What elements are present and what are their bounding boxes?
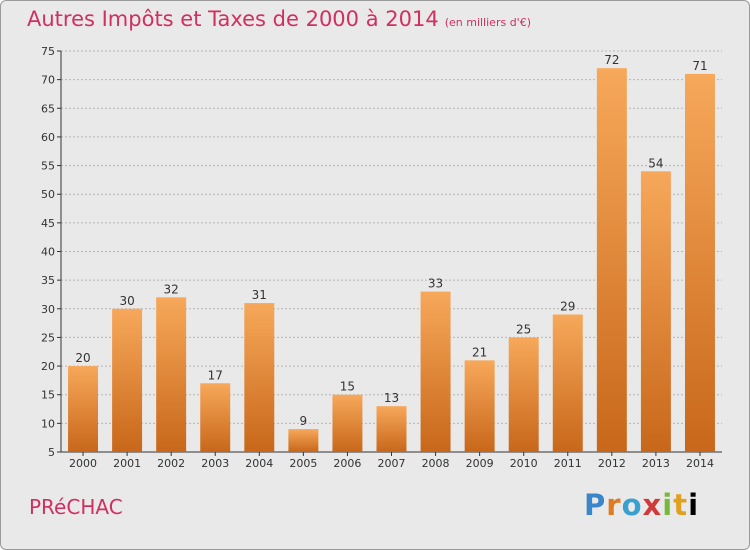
y-tick-label: 50 bbox=[41, 188, 55, 201]
bar-2010 bbox=[508, 337, 539, 452]
y-tick-label: 45 bbox=[41, 217, 55, 230]
labels: 5 10 15 20 25 30 35 40 45 50 55 60 65 70 75 20 2000 30 200… bbox=[41, 45, 714, 470]
value-label-2003: 17 bbox=[208, 368, 223, 382]
x-tick-label-2014: 2014 bbox=[686, 457, 714, 470]
x-tick-label-2011: 2011 bbox=[554, 457, 582, 470]
y-tick-label: 55 bbox=[41, 160, 55, 173]
value-label-2007: 13 bbox=[384, 391, 399, 405]
chart-title-text: Autres Impôts et Taxes de 2000 à 2014 bbox=[27, 7, 439, 31]
y-tick-label: 70 bbox=[41, 74, 55, 87]
value-label-2009: 21 bbox=[472, 345, 487, 359]
x-tick-label-2001: 2001 bbox=[113, 457, 141, 470]
y-tick-label: 15 bbox=[41, 389, 55, 402]
value-label-2002: 32 bbox=[164, 282, 179, 296]
x-tick-label-2000: 2000 bbox=[69, 457, 97, 470]
y-tick-label: 60 bbox=[41, 131, 55, 144]
value-label-2008: 33 bbox=[428, 277, 443, 291]
value-label-2013: 54 bbox=[648, 156, 663, 170]
value-label-2010: 25 bbox=[516, 322, 531, 336]
value-label-2011: 29 bbox=[560, 300, 575, 314]
bar-2001 bbox=[112, 308, 143, 452]
bar-2011 bbox=[552, 314, 583, 452]
x-tick-label-2013: 2013 bbox=[642, 457, 670, 470]
bar-2006 bbox=[332, 394, 363, 452]
value-label-2004: 31 bbox=[252, 288, 267, 302]
bar-2013 bbox=[640, 171, 671, 453]
bar-2008 bbox=[420, 291, 451, 452]
proxiti-logo: Proxiti bbox=[584, 488, 700, 522]
y-tick-label: 20 bbox=[41, 360, 55, 373]
x-tick-label-2009: 2009 bbox=[466, 457, 494, 470]
bar-2005 bbox=[288, 429, 319, 452]
x-tick-label-2005: 2005 bbox=[289, 457, 317, 470]
y-tick-label: 10 bbox=[41, 417, 55, 430]
bar-2014 bbox=[684, 73, 715, 453]
value-label-2005: 9 bbox=[300, 414, 308, 428]
commune-name: PRéCHAC bbox=[29, 495, 123, 519]
x-tick-label-2007: 2007 bbox=[378, 457, 406, 470]
x-tick-label-2004: 2004 bbox=[245, 457, 273, 470]
bars bbox=[68, 68, 715, 453]
bar-2004 bbox=[244, 303, 275, 452]
bar-2009 bbox=[464, 360, 495, 452]
bar-2012 bbox=[596, 68, 627, 452]
x-tick-label-2008: 2008 bbox=[422, 457, 450, 470]
y-tick-label: 25 bbox=[41, 331, 55, 344]
x-tick-label-2003: 2003 bbox=[201, 457, 229, 470]
y-tick-label: 75 bbox=[41, 45, 55, 58]
y-tick-label: 5 bbox=[48, 446, 55, 459]
bar-2000 bbox=[68, 366, 99, 452]
value-label-2006: 15 bbox=[340, 380, 355, 394]
x-tick-label-2010: 2010 bbox=[510, 457, 538, 470]
bar-2007 bbox=[376, 406, 407, 452]
y-tick-label: 35 bbox=[41, 274, 55, 287]
chart-unit: (en milliers d'€) bbox=[444, 16, 531, 29]
x-tick-label-2012: 2012 bbox=[598, 457, 626, 470]
x-tick-label-2002: 2002 bbox=[157, 457, 185, 470]
y-tick-label: 65 bbox=[41, 102, 55, 115]
x-tick-label-2006: 2006 bbox=[333, 457, 361, 470]
value-label-2014: 71 bbox=[692, 59, 707, 73]
chart-title: Autres Impôts et Taxes de 2000 à 2014 (en… bbox=[27, 7, 531, 31]
y-tick-label: 30 bbox=[41, 303, 55, 316]
bar-2003 bbox=[200, 383, 231, 452]
y-tick-label: 40 bbox=[41, 246, 55, 259]
value-label-2012: 72 bbox=[604, 53, 619, 67]
bar-2002 bbox=[156, 297, 187, 452]
value-label-2001: 30 bbox=[119, 294, 134, 308]
value-label-2000: 20 bbox=[75, 351, 90, 365]
